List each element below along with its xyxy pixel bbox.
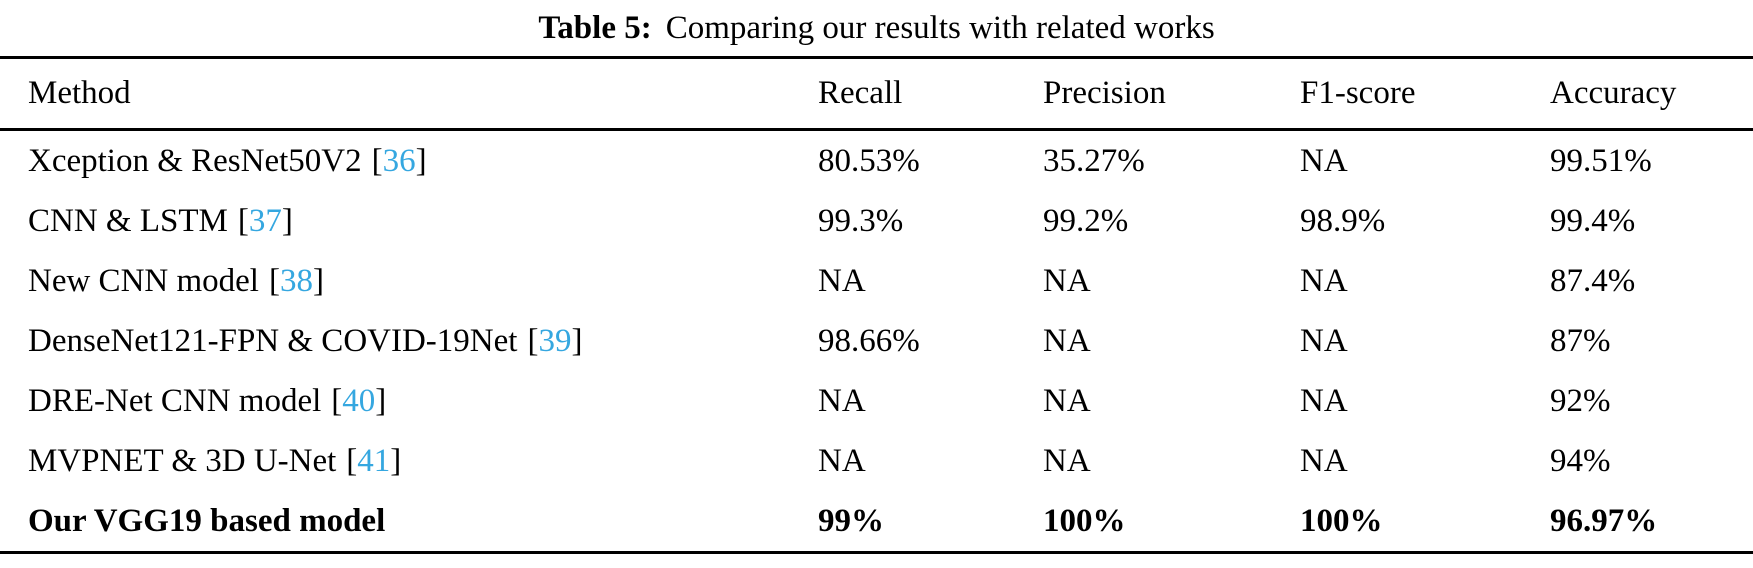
column-header-precision: Precision xyxy=(1043,75,1166,111)
column-header-accuracy: Accuracy xyxy=(1550,75,1677,111)
recall-cell: NA xyxy=(818,382,866,419)
precision-cell: NA xyxy=(1043,262,1091,299)
method-name: DRE-Net CNN model xyxy=(28,382,322,419)
citation-bracket-open: [ xyxy=(527,322,539,359)
recall-cell: NA xyxy=(818,262,866,299)
column-header-f1-score: F1-score xyxy=(1300,75,1416,111)
citation-number: 39 xyxy=(538,322,572,359)
method-cell: CNN & LSTM [37] xyxy=(28,203,818,240)
citation-number: 36 xyxy=(382,142,416,179)
method-cell: DRE-Net CNN model [40] xyxy=(28,383,818,420)
citation-bracket-open: [ xyxy=(331,382,343,419)
table-row: DenseNet121-FPN & COVID-19Net [39] 98.66%… xyxy=(0,311,1753,371)
f1-score-cell: NA xyxy=(1300,382,1348,419)
recall-cell: NA xyxy=(818,442,866,479)
citation-number: 41 xyxy=(357,442,391,479)
precision-cell: NA xyxy=(1043,322,1091,359)
f1-score-cell: 100% xyxy=(1300,502,1383,539)
table-row: Our VGG19 based model 99% 100% 100% 96.9… xyxy=(0,491,1753,551)
f1-score-cell: NA xyxy=(1300,442,1348,479)
table-caption-label: Table 5: xyxy=(538,9,652,46)
citation-bracket-close: ] xyxy=(312,262,324,299)
citation-bracket-close: ] xyxy=(415,142,427,179)
citation-bracket-open: [ xyxy=(371,142,383,179)
recall-cell: 99% xyxy=(818,502,884,539)
table-row: Xception & ResNet50V2 [36] 80.53% 35.27% … xyxy=(0,131,1753,191)
citation-number: 40 xyxy=(342,382,376,419)
accuracy-cell: 99.4% xyxy=(1550,202,1636,239)
method-name: DenseNet121-FPN & COVID-19Net xyxy=(28,322,518,359)
accuracy-cell: 96.97% xyxy=(1550,502,1658,539)
method-cell: Xception & ResNet50V2 [36] xyxy=(28,143,818,180)
recall-cell: 99.3% xyxy=(818,202,904,239)
method-cell: MVPNET & 3D U-Net [41] xyxy=(28,443,818,480)
citation-bracket-close: ] xyxy=(571,322,583,359)
table-body: Xception & ResNet50V2 [36] 80.53% 35.27% … xyxy=(0,131,1753,551)
method-name: New CNN model xyxy=(28,262,259,299)
table-row: CNN & LSTM [37] 99.3% 99.2% 98.9% 99.4% xyxy=(0,191,1753,251)
table-caption-text: Comparing our results with related works xyxy=(665,9,1215,46)
citation-bracket-close: ] xyxy=(281,202,293,239)
citation-number: 37 xyxy=(248,202,282,239)
results-table: Method Recall Precision F1-score Accurac… xyxy=(0,56,1753,554)
citation-ref[interactable]: [41] xyxy=(346,443,401,479)
citation-ref[interactable]: [37] xyxy=(238,203,293,239)
accuracy-cell: 87% xyxy=(1550,322,1611,359)
citation-bracket-close: ] xyxy=(375,382,387,419)
method-cell: Our VGG19 based model xyxy=(28,503,818,540)
column-header-recall: Recall xyxy=(818,75,903,111)
table-row: New CNN model [38] NA NA NA 87.4% xyxy=(0,251,1753,311)
column-header-method: Method xyxy=(28,75,131,111)
recall-cell: 80.53% xyxy=(818,142,920,179)
citation-ref[interactable]: [36] xyxy=(372,143,427,179)
table-row: MVPNET & 3D U-Net [41] NA NA NA 94% xyxy=(0,431,1753,491)
precision-cell: 100% xyxy=(1043,502,1126,539)
method-cell: New CNN model [38] xyxy=(28,263,818,300)
accuracy-cell: 99.51% xyxy=(1550,142,1652,179)
citation-bracket-open: [ xyxy=(237,202,249,239)
citation-bracket-open: [ xyxy=(346,442,358,479)
method-name: MVPNET & 3D U-Net xyxy=(28,442,337,479)
citation-ref[interactable]: [39] xyxy=(527,323,582,359)
citation-number: 38 xyxy=(279,262,313,299)
table-row: DRE-Net CNN model [40] NA NA NA 92% xyxy=(0,371,1753,431)
citation-ref[interactable]: [40] xyxy=(331,383,386,419)
citation-ref[interactable]: [38] xyxy=(269,263,324,299)
accuracy-cell: 92% xyxy=(1550,382,1611,419)
citation-bracket-open: [ xyxy=(268,262,280,299)
table-header-row: Method Recall Precision F1-score Accurac… xyxy=(0,59,1753,131)
precision-cell: NA xyxy=(1043,382,1091,419)
f1-score-cell: NA xyxy=(1300,142,1348,179)
method-name: Xception & ResNet50V2 xyxy=(28,142,362,179)
recall-cell: 98.66% xyxy=(818,322,920,359)
f1-score-cell: NA xyxy=(1300,262,1348,299)
precision-cell: 99.2% xyxy=(1043,202,1129,239)
table-caption: Table 5: Comparing our results with rela… xyxy=(0,0,1753,56)
accuracy-cell: 87.4% xyxy=(1550,262,1636,299)
f1-score-cell: NA xyxy=(1300,322,1348,359)
method-name: CNN & LSTM xyxy=(28,202,228,239)
method-name: Our VGG19 based model xyxy=(28,502,386,539)
accuracy-cell: 94% xyxy=(1550,442,1611,479)
citation-bracket-close: ] xyxy=(390,442,402,479)
f1-score-cell: 98.9% xyxy=(1300,202,1386,239)
precision-cell: 35.27% xyxy=(1043,142,1145,179)
precision-cell: NA xyxy=(1043,442,1091,479)
method-cell: DenseNet121-FPN & COVID-19Net [39] xyxy=(28,323,818,360)
